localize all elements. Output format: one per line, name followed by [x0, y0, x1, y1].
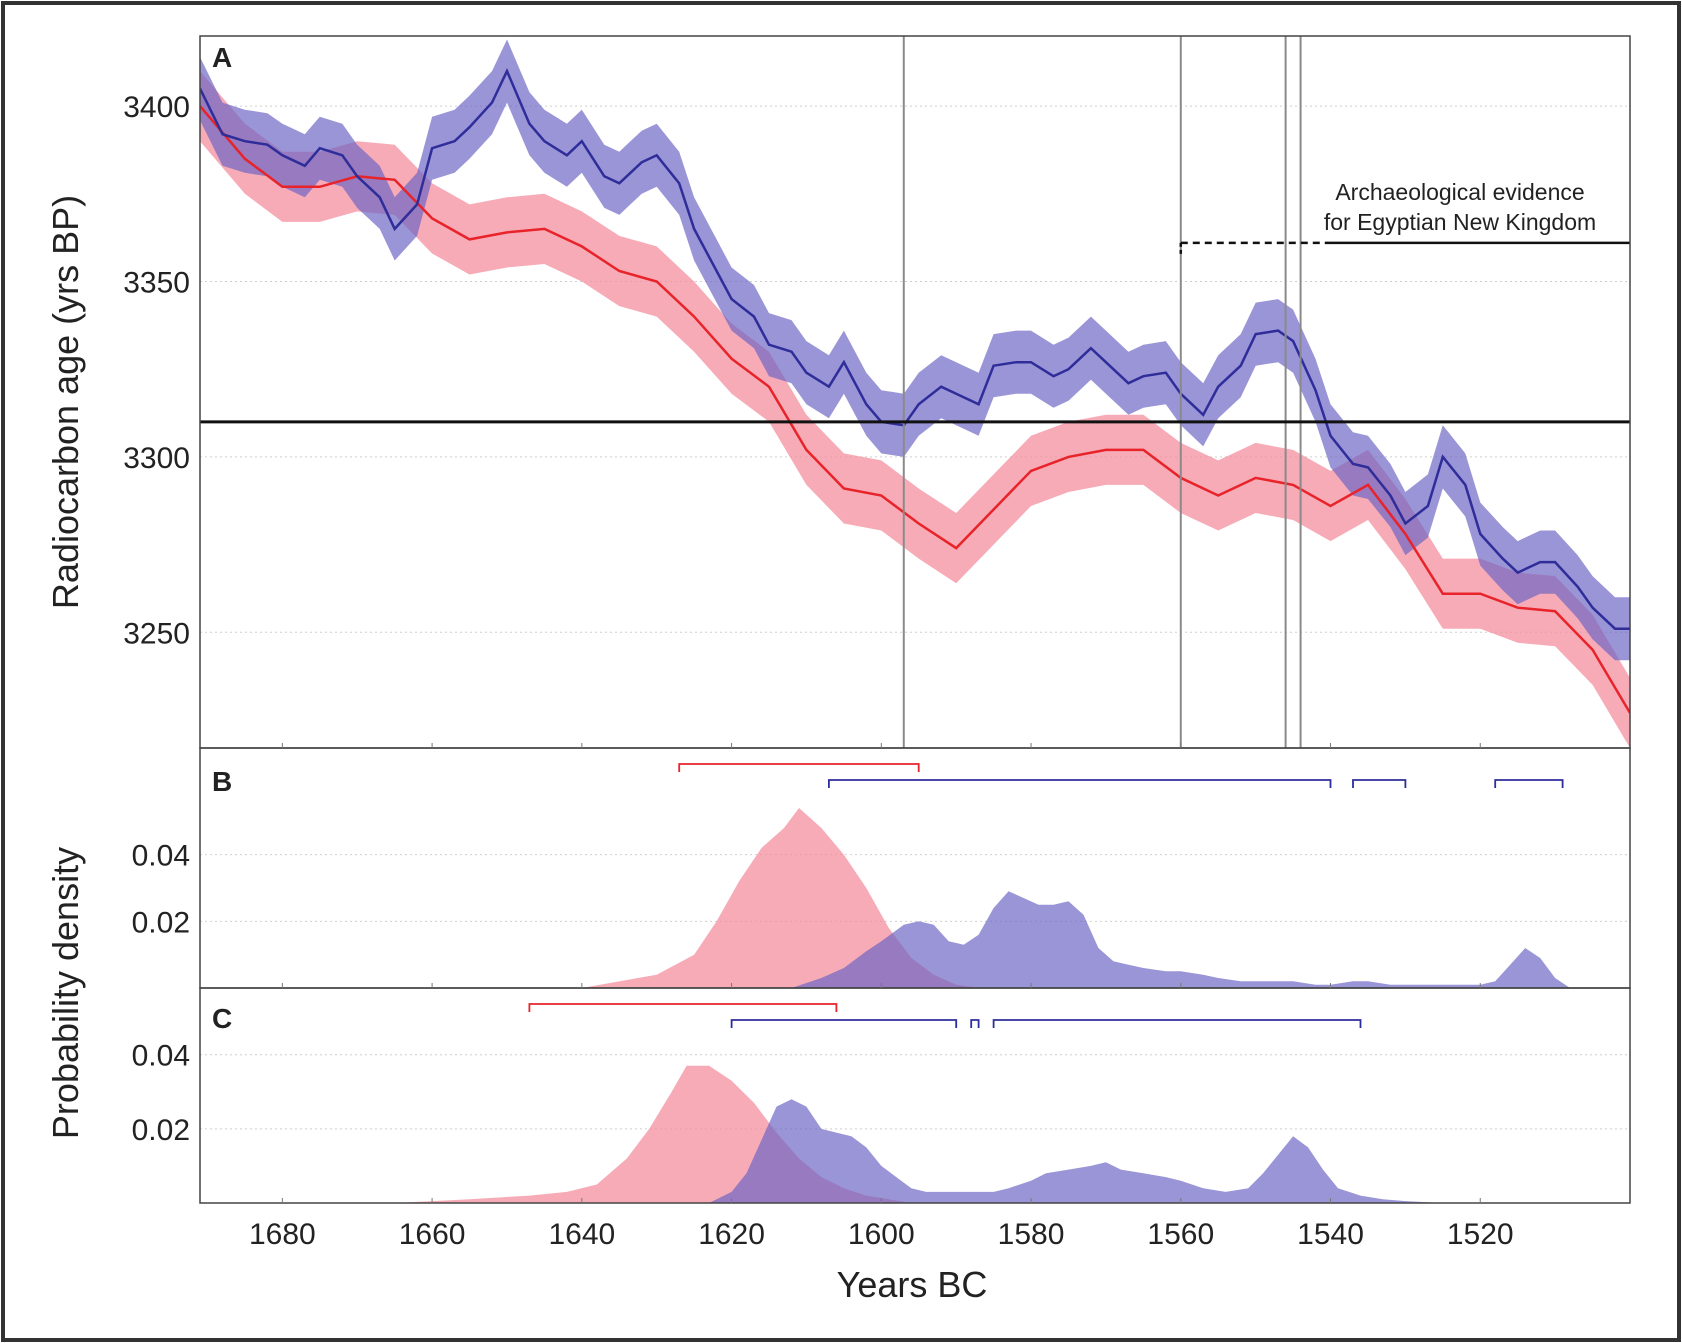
panel-a-marks — [200, 36, 1630, 748]
blue-probability-density — [791, 891, 1571, 988]
panel-frame-c — [199, 987, 1631, 1204]
panel-c-marks — [394, 1003, 1451, 1203]
annotation-line-1: Archaeological evidence — [1335, 179, 1584, 205]
annotation-line-2: for Egyptian New Kingdom — [1324, 209, 1596, 235]
blue-probability-density — [709, 1099, 1451, 1203]
red-calibration-line — [200, 105, 1630, 714]
x-tick-label: 1580 — [998, 1218, 1065, 1251]
panel-b-grid — [200, 854, 1630, 922]
x-tick-label: 1560 — [1147, 1218, 1214, 1251]
panel-letter-b: B — [212, 766, 232, 797]
y-tick-label: 0.02 — [132, 906, 190, 939]
panel-letter-c: C — [212, 1003, 232, 1034]
x-axis-title: Years BC — [837, 1264, 988, 1305]
y-tick-label: 0.02 — [132, 1114, 190, 1147]
blue-calibration-line — [200, 68, 1630, 630]
y-tick-label: 0.04 — [132, 1040, 190, 1073]
x-tick-label: 1640 — [548, 1218, 615, 1251]
blue-range-bracket — [828, 779, 1332, 788]
tick-labels: 1680 1660 1640 1620 1600 1580 1560 1540 1520 3400… — [123, 91, 1513, 1251]
blue-range-bracket — [970, 1019, 980, 1028]
red-uncertainty-band — [200, 71, 1630, 748]
y-tick-label: 3300 — [123, 442, 190, 475]
panel-frames — [199, 35, 1631, 1204]
y-tick-label: 3400 — [123, 91, 190, 124]
y-tick-label: 3350 — [123, 267, 190, 300]
blue-range-bracket — [1494, 779, 1564, 788]
panel-letter-a: A — [212, 42, 232, 73]
panel-c-grid — [200, 1054, 1630, 1130]
x-tick-label: 1620 — [698, 1218, 765, 1251]
blue-range-bracket — [730, 1019, 958, 1028]
x-tick-label: 1600 — [848, 1218, 915, 1251]
y-tick-label: 3250 — [123, 617, 190, 650]
x-tick-label: 1520 — [1447, 1218, 1514, 1251]
x-tick-label: 1660 — [399, 1218, 466, 1251]
archaeology-annotation: Archaeological evidence for Egyptian New… — [1179, 179, 1630, 257]
red-range-bracket — [528, 1003, 838, 1012]
x-tick-label: 1680 — [249, 1218, 316, 1251]
panel-b-marks — [581, 763, 1571, 988]
x-tick-label: 1540 — [1297, 1218, 1364, 1251]
blue-range-bracket — [992, 1019, 1362, 1028]
red-range-bracket — [678, 763, 920, 772]
y-tick-label: 0.04 — [132, 840, 190, 873]
y-axis-title-a: Radiocarbon age (yrs BP) — [45, 195, 86, 609]
blue-range-bracket — [1352, 779, 1407, 788]
y-axis-title-bc: Probability density — [45, 847, 86, 1139]
panel-a-grid — [200, 105, 1630, 633]
